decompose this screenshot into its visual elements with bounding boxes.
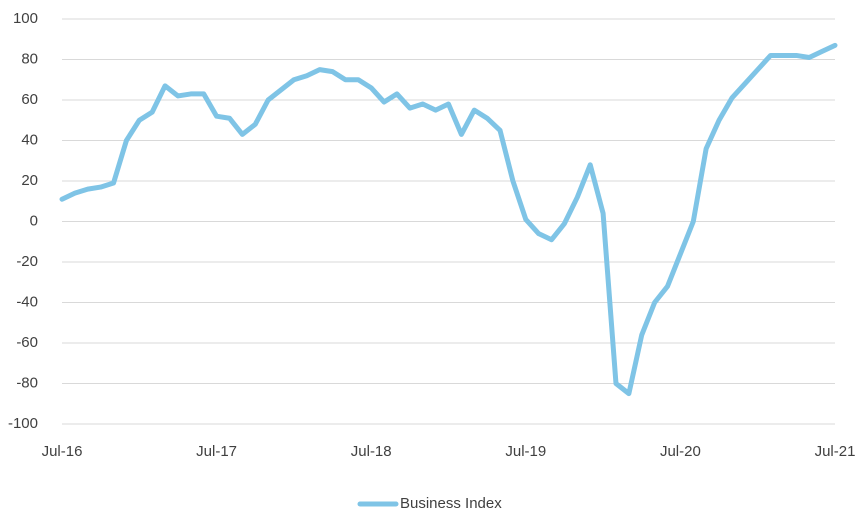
x-tick-label: Jul-20 [660,443,701,460]
y-tick-label: 60 [21,91,38,108]
y-tick-label: -20 [16,253,38,270]
y-tick-label: 40 [21,131,38,148]
x-tick-label: Jul-21 [815,443,856,460]
data-line [59,42,838,397]
y-tick-label: -100 [8,415,38,432]
y-tick-label: -40 [16,293,38,310]
legend-label: Business Index [400,495,502,512]
y-tick-label: -60 [16,334,38,351]
x-tick-label: Jul-18 [351,443,392,460]
y-tick-label: 20 [21,172,38,189]
x-tick-label: Jul-16 [42,443,83,460]
x-tick-label: Jul-19 [505,443,546,460]
y-tick-label: 80 [21,50,38,67]
y-tick-label: 0 [30,212,38,229]
y-tick-label: -80 [16,374,38,391]
y-tick-label: 100 [13,10,38,27]
x-tick-label: Jul-17 [196,443,237,460]
